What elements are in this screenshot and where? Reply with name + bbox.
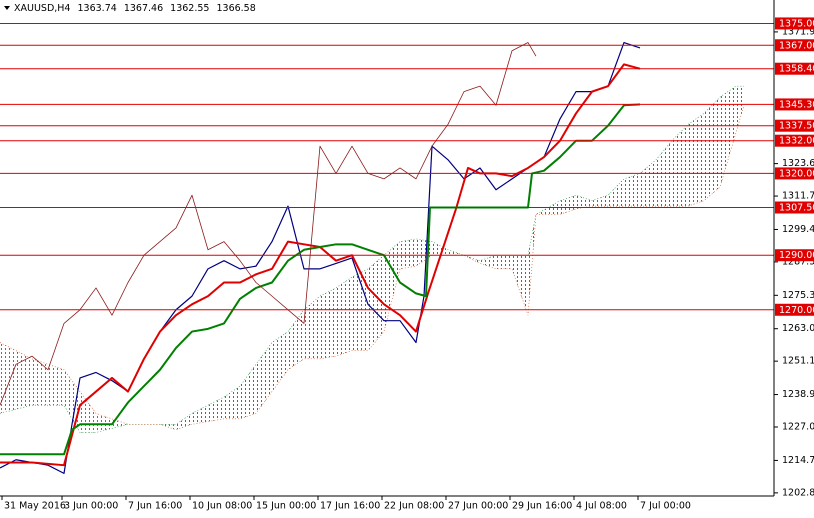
level-tag [775, 39, 814, 52]
level-label: 1270.00 [779, 305, 814, 316]
close: 1366.58 [216, 3, 255, 14]
y-tick-label: 1275.30 [782, 290, 814, 301]
level-label: 1320.00 [779, 168, 814, 179]
open: 1363.74 [78, 3, 117, 14]
x-tick-label: 29 Jun 16:00 [512, 501, 572, 512]
x-tick-label: 7 Jun 16:00 [128, 501, 182, 512]
y-tick-label: 1202.85 [782, 487, 814, 498]
level-label: 1290.00 [779, 250, 814, 261]
cloud-segment [672, 124, 688, 207]
cloud-segment [192, 397, 224, 425]
level-label: 1358.40 [779, 64, 814, 75]
cloud-segment [576, 195, 592, 209]
x-tick-label: 17 Jun 16:00 [320, 501, 380, 512]
level-tag [775, 98, 814, 111]
level-label: 1375.00 [779, 18, 814, 29]
x-tick-label: 7 Jul 00:00 [640, 501, 691, 512]
y-tick-label: 1227.00 [782, 422, 814, 433]
level-tag [775, 201, 814, 214]
cloud-segment [640, 159, 656, 207]
cloud-segment [496, 255, 512, 269]
x-tick-label: 4 Jul 08:00 [576, 501, 627, 512]
cloud-segment [32, 358, 64, 406]
cloud-segment [624, 173, 640, 207]
level-tag [775, 303, 814, 316]
cloud-segment [592, 195, 608, 207]
cloud-segment [224, 386, 240, 419]
cloud-segment [320, 287, 336, 359]
cloud-segment [720, 86, 736, 188]
x-tick-label: 22 Jun 08:00 [384, 501, 444, 512]
x-tick-label: 10 Jun 08:00 [192, 501, 252, 512]
cloud-segment [288, 309, 304, 370]
level-label: 1345.30 [779, 99, 814, 110]
series-line [0, 103, 641, 456]
level-tag [775, 249, 814, 262]
cloud-segment [176, 413, 192, 430]
cloud-segment [536, 200, 560, 215]
series-line [0, 63, 641, 467]
high: 1367.46 [124, 3, 163, 14]
cloud-segment [384, 241, 400, 332]
cloud-segment [480, 255, 496, 269]
level-tag [775, 134, 814, 147]
level-label: 1307.50 [779, 203, 814, 214]
cloud-segment [560, 195, 576, 215]
cloud-segment [336, 277, 352, 357]
cloud-segment [400, 238, 416, 269]
cloud-segment [464, 255, 480, 264]
symbol: XAUUSD,H4 [14, 3, 70, 14]
cloud-segment [368, 255, 384, 351]
cloud-segment [608, 178, 624, 207]
header: XAUUSD,H4 1363.74 1367.46 1362.55 1366.5… [14, 3, 256, 14]
x-tick-label: 15 Jun 00:00 [256, 501, 316, 512]
level-label: 1332.00 [779, 136, 814, 147]
level-label: 1367.00 [779, 40, 814, 51]
cloud-segment [304, 296, 320, 359]
y-tick-label: 1263.05 [782, 323, 814, 334]
y-tick-label: 1371.90 [782, 26, 814, 37]
cloud-segment [256, 342, 272, 414]
level-tag [775, 62, 814, 75]
x-tick-label: 31 May 2016 [4, 501, 66, 512]
y-tick-label: 1311.70 [782, 191, 814, 202]
x-tick-label: 3 Jun 00:00 [64, 501, 118, 512]
cloud-segment [240, 364, 256, 419]
y-tick-label: 1214.75 [782, 455, 814, 466]
cloud-segment [736, 86, 744, 133]
menu-arrow[interactable] [4, 6, 10, 10]
cloud-segment [272, 331, 288, 392]
x-tick-label: 27 Jun 00:00 [448, 501, 508, 512]
cloud-segment [704, 97, 720, 201]
cloud-segment [432, 241, 448, 256]
y-tick-label: 1323.60 [782, 158, 814, 169]
y-tick-label: 1299.45 [782, 224, 814, 235]
level-label: 1337.50 [779, 121, 814, 132]
y-tick-label: 1287.55 [782, 256, 814, 267]
low: 1362.55 [170, 3, 209, 14]
cloud-segment [688, 113, 704, 207]
cloud-segment [512, 255, 528, 316]
series-line [0, 42, 537, 406]
y-tick-label: 1238.90 [782, 389, 814, 400]
level-tag [775, 167, 814, 180]
level-tag [775, 17, 814, 30]
y-tick-label: 1251.15 [782, 356, 814, 367]
level-tag [775, 119, 814, 132]
